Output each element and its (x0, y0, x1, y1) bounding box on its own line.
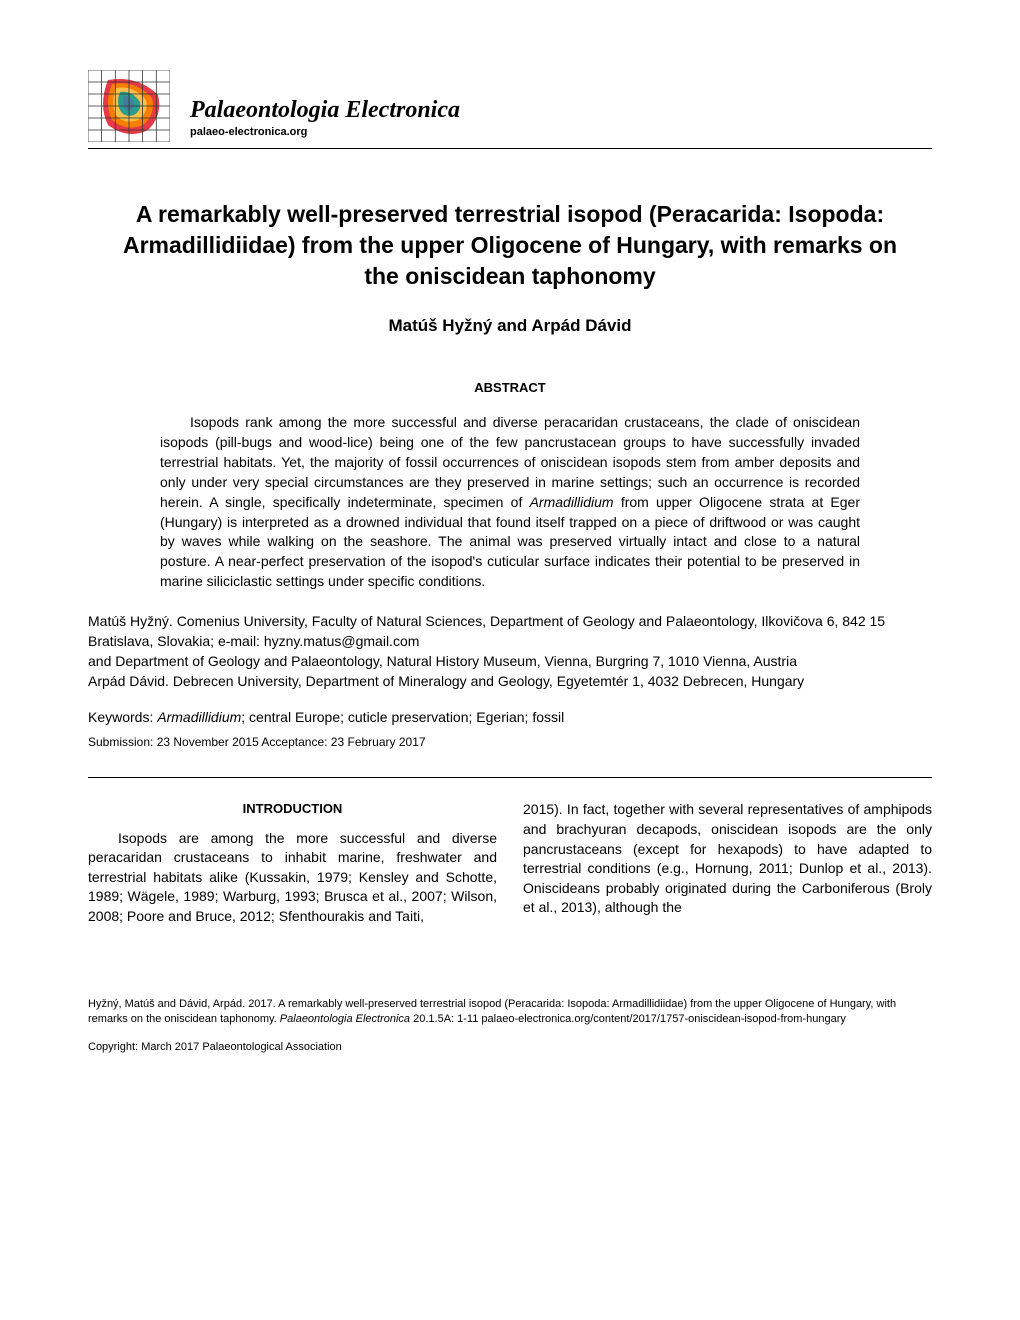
journal-header: Palaeontologia Electronica palaeo-electr… (88, 70, 932, 149)
section-divider (88, 777, 932, 778)
body-columns: INTRODUCTION Isopods are among the more … (88, 800, 932, 926)
column-left: INTRODUCTION Isopods are among the more … (88, 800, 497, 926)
article-authors: Matúš Hyžný and Arpád Dávid (88, 316, 932, 336)
abstract-body: Isopods rank among the more successful a… (160, 413, 860, 592)
article-title: A remarkably well-preserved terrestrial … (120, 199, 900, 292)
keywords: Keywords: Armadillidium; central Europe;… (88, 708, 932, 728)
submission-info: Submission: 23 November 2015 Acceptance:… (88, 735, 932, 749)
abstract-heading: ABSTRACT (88, 380, 932, 395)
intro-left-text: Isopods are among the more successful an… (88, 829, 497, 927)
affiliations: Matúš Hyžný. Comenius University, Facult… (88, 612, 932, 692)
column-right: 2015). In fact, together with several re… (523, 800, 932, 926)
journal-info: Palaeontologia Electronica palaeo-electr… (190, 97, 460, 142)
journal-title: Palaeontologia Electronica (190, 97, 460, 124)
footer-citation: Hyžný, Matúš and Dávid, Arpád. 2017. A r… (88, 997, 932, 1028)
introduction-heading: INTRODUCTION (88, 800, 497, 818)
journal-url: palaeo-electronica.org (190, 126, 460, 138)
footer-copyright: Copyright: March 2017 Palaeontological A… (88, 1041, 932, 1053)
journal-logo (88, 70, 170, 142)
